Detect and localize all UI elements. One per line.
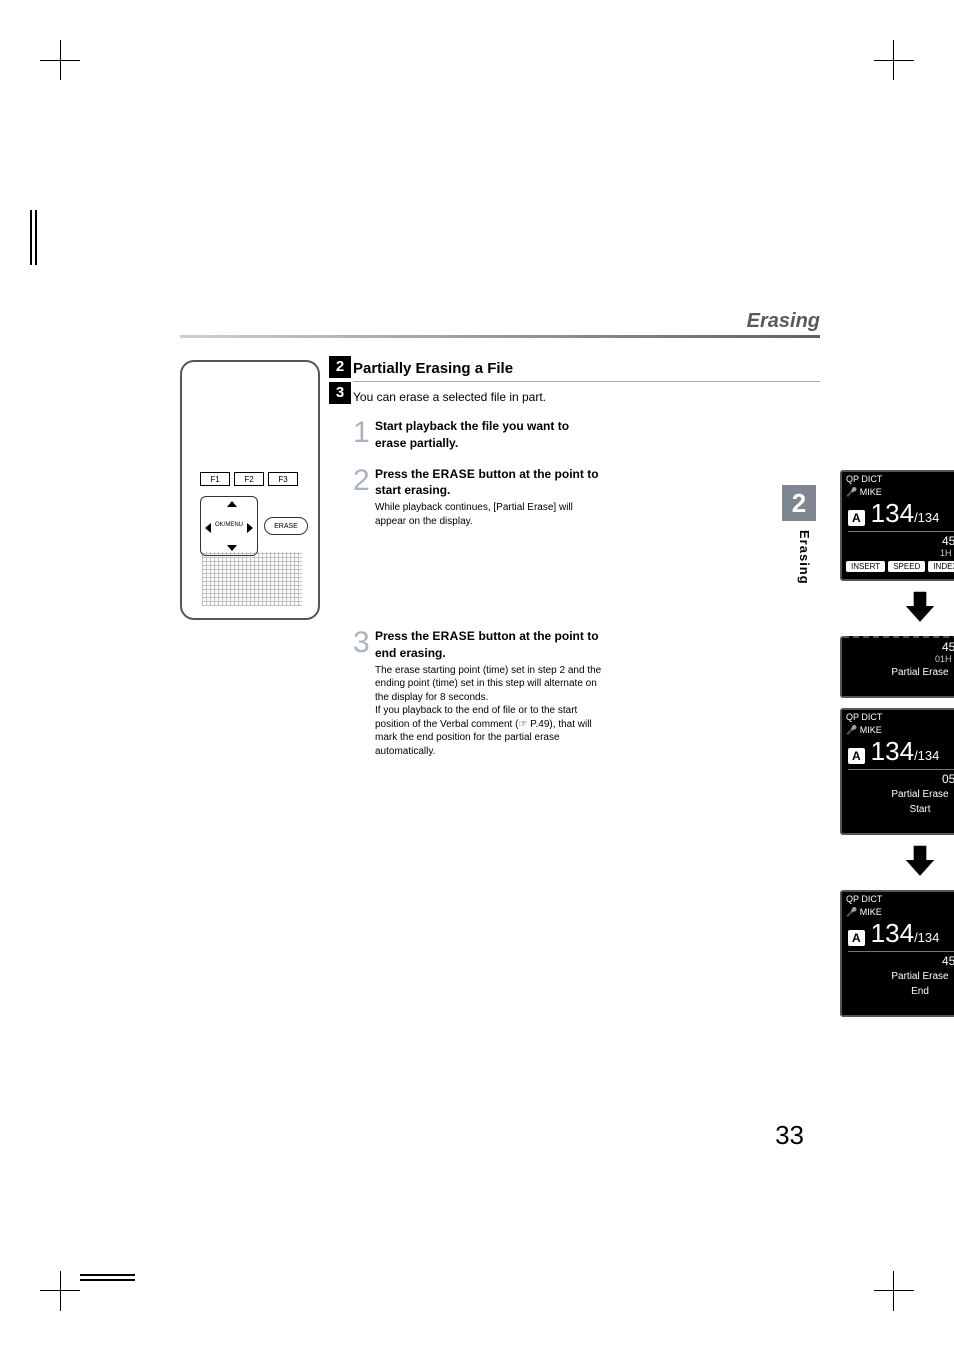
crop-mark-tl	[40, 40, 100, 100]
timer-3: 45M 32S	[842, 954, 954, 968]
chapter-tab-number: 2	[782, 485, 816, 521]
timer-2: 05M 01S	[842, 772, 954, 786]
torn-timer: 45M 02S	[842, 640, 954, 654]
step-3-number: 3	[353, 628, 375, 758]
registration-bars-bottom	[80, 1271, 135, 1281]
step-2-number: 2	[353, 466, 375, 529]
header-title: Erasing	[747, 310, 820, 332]
callout-3: 3	[329, 382, 351, 404]
text-column: Partially Erasing a File You can erase a…	[353, 360, 820, 772]
lcd-screen-2: QP DICT▭▮▮▮ 🎤 MIKE A 134/134 05M 01S Par…	[840, 708, 954, 835]
crop-mark-br	[854, 1251, 914, 1311]
dpad-center-label: OK/MENU	[215, 522, 243, 528]
page-header: Erasing	[180, 310, 820, 338]
page-number: 33	[775, 1120, 804, 1151]
step-2-desc: While playback continues, [Partial Erase…	[375, 501, 603, 528]
lcd-tags: INSERTSPEEDINDEX	[842, 558, 954, 575]
step-3-desc: The erase starting point (time) set in s…	[375, 664, 603, 759]
f3-button: F3	[268, 472, 298, 486]
device-illustration: F1 F2 F3 OK/MENU ERASE	[180, 360, 320, 620]
timer-1: 45M 02S	[842, 534, 954, 548]
device-column: F1 F2 F3 OK/MENU ERASE 2 3	[180, 360, 335, 772]
f1-button: F1	[200, 472, 230, 486]
lcd2-label2: Start	[842, 801, 954, 816]
callout-2: 2	[329, 356, 351, 378]
step-1-head: Start playback the file you want to eras…	[375, 418, 603, 452]
registration-bars-left	[30, 210, 40, 265]
lcd-torn-partial: 45M 02S 01H 55M 23S Partial Erase EXIT	[840, 636, 954, 698]
down-arrow-icon	[830, 587, 954, 630]
section-title: Partially Erasing a File	[353, 360, 820, 382]
subtimer-1: 1H 55M 25S	[842, 548, 954, 558]
lcd3-label1: Partial Erase	[842, 968, 954, 983]
torn-label: Partial Erase	[842, 664, 954, 679]
lcd-screen-1: QP DICT▭▮▮▮ 🎤 MIKE A 134/134 45M 02S 1H …	[840, 470, 954, 581]
mic-label: 🎤 MIKE	[842, 487, 954, 498]
section-intro: You can erase a selected file in part.	[353, 390, 820, 404]
step-2-head: Press the ERASE button at the point to s…	[375, 466, 603, 500]
device-f-buttons: F1 F2 F3	[200, 472, 298, 486]
f2-button: F2	[234, 472, 264, 486]
crop-mark-tr	[854, 40, 914, 100]
crop-mark-bl	[40, 1251, 100, 1311]
step-1: 1 Start playback the file you want to er…	[353, 418, 603, 452]
down-arrow-icon	[830, 841, 954, 884]
lcd2-label1: Partial Erase	[842, 786, 954, 801]
step-2: 2 Press the ERASE button at the point to…	[353, 466, 603, 529]
lcd-screens-column: QP DICT▭▮▮▮ 🎤 MIKE A 134/134 45M 02S 1H …	[830, 470, 954, 1017]
step-3-head: Press the ERASE button at the point to e…	[375, 628, 603, 662]
lcd3-label2: End	[842, 983, 954, 998]
torn-subtimer: 01H 55M 23S	[842, 654, 954, 664]
lcd-screen-3: QP DICT▭▮▮▮ 🎤 MIKE A 134/134 45M 32S Par…	[840, 890, 954, 1017]
erase-keyword: ERASE	[432, 629, 475, 643]
device-erase-button: ERASE	[264, 517, 308, 535]
erase-keyword: ERASE	[432, 467, 475, 481]
folder-label: A	[848, 510, 865, 526]
device-speaker-grille	[202, 552, 302, 606]
device-dpad: OK/MENU	[200, 496, 258, 556]
chapter-tab-label: Erasing	[797, 530, 812, 585]
step-1-number: 1	[353, 418, 375, 452]
step-3: 3 Press the ERASE button at the point to…	[353, 628, 603, 758]
